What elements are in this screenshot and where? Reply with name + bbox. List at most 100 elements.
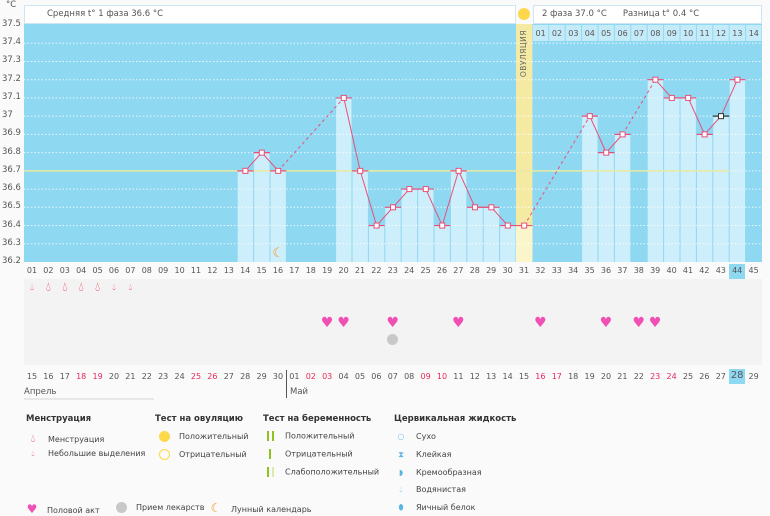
date-label[interactable]: 20 (600, 372, 612, 381)
date-label[interactable]: 29 (256, 372, 267, 381)
cycle-day-label[interactable]: 40 (666, 266, 677, 275)
cycle-day-label[interactable]: 08 (141, 266, 152, 275)
cycle-day-label[interactable]: 11 (190, 266, 202, 275)
cycle-day-label[interactable]: 36 (600, 266, 612, 275)
cycle-day-label[interactable]: 10 (174, 266, 185, 275)
date-label[interactable]: 06 (371, 372, 382, 381)
cycle-day-label[interactable]: 14 (240, 266, 251, 275)
cycle-day-label[interactable]: 17 (289, 266, 300, 275)
date-label[interactable]: 12 (469, 372, 480, 381)
date-label[interactable]: 21 (125, 372, 136, 381)
date-label[interactable]: 30 (272, 372, 284, 381)
date-label[interactable]: 25 (190, 372, 202, 381)
spotting-drop-icon[interactable]: 💧︎ (128, 283, 133, 293)
cycle-day-label[interactable]: 05 (92, 266, 103, 275)
heart-icon[interactable]: ♥ (452, 315, 465, 331)
date-label[interactable]: 16 (535, 372, 546, 381)
cycle-day-label[interactable]: 45 (748, 266, 759, 275)
cycle-day-label[interactable]: 04 (76, 266, 87, 275)
cycle-day-label[interactable]: 26 (436, 266, 448, 275)
spotting-drop-icon[interactable]: 💧︎ (112, 283, 116, 293)
cycle-day-label[interactable]: 39 (650, 266, 661, 275)
date-label[interactable]: 17 (59, 372, 70, 381)
cycle-day-label[interactable]: 30 (502, 266, 513, 275)
menstruation-drop-icon[interactable]: 💧︎ (94, 280, 101, 295)
spotting-drop-icon[interactable]: 💧︎ (30, 283, 34, 293)
cycle-day-label[interactable]: 06 (108, 266, 120, 275)
date-label[interactable]: 26 (699, 372, 710, 381)
date-label[interactable]: 01 (289, 372, 300, 381)
cycle-day-label[interactable]: 34 (568, 266, 579, 275)
date-label[interactable]: 18 (568, 372, 579, 381)
cycle-day-label[interactable]: 37 (617, 266, 628, 275)
heart-icon[interactable]: ♥ (386, 315, 400, 331)
date-label[interactable]: 15 (26, 372, 38, 381)
cycle-day-label[interactable]: 19 (322, 266, 333, 275)
cycle-day-label[interactable]: 21 (354, 266, 366, 275)
cycle-day-label[interactable]: 02 (43, 266, 54, 275)
cycle-day-label[interactable]: 38 (633, 266, 644, 275)
heart-icon[interactable]: ♥ (648, 315, 662, 331)
cycle-day-label[interactable]: 20 (338, 266, 349, 275)
date-label[interactable]: 05 (354, 372, 366, 381)
date-label[interactable]: 29 (748, 372, 759, 381)
date-label[interactable]: 15 (518, 372, 530, 381)
cycle-day-label[interactable]: 12 (207, 266, 218, 275)
date-label[interactable]: 18 (76, 372, 87, 381)
cycle-day-label[interactable]: 03 (59, 266, 70, 275)
cycle-day-label[interactable]: 13 (223, 266, 234, 275)
cycle-day-label[interactable]: 25 (420, 266, 431, 275)
cycle-day-label[interactable]: 29 (486, 266, 497, 275)
date-label[interactable]: 22 (141, 372, 152, 381)
cycle-day-label[interactable]: 24 (404, 266, 415, 275)
cycle-day-label[interactable]: 28 (469, 266, 480, 275)
date-label[interactable]: 14 (502, 372, 513, 381)
date-label[interactable]: 19 (92, 372, 103, 381)
heart-icon[interactable]: ♥ (599, 315, 613, 331)
menstruation-drop-icon[interactable]: 💧︎ (62, 280, 68, 295)
date-label[interactable]: 25 (682, 372, 694, 381)
cycle-day-label[interactable]: 07 (125, 266, 136, 275)
cycle-day-label[interactable]: 27 (453, 266, 464, 275)
heart-icon[interactable]: ♥ (337, 315, 350, 331)
cycle-day-label[interactable]: 23 (387, 266, 398, 275)
date-label[interactable]: 23 (650, 372, 661, 381)
date-label[interactable]: 27 (223, 372, 234, 381)
date-label[interactable]: 11 (453, 372, 464, 381)
cycle-day-label[interactable]: 09 (158, 266, 169, 275)
cycle-day-label[interactable]: 01 (26, 266, 38, 275)
date-label[interactable]: 17 (551, 372, 562, 381)
date-label[interactable]: 16 (43, 372, 54, 381)
cycle-day-label[interactable]: 35 (584, 266, 595, 275)
cycle-day-label[interactable]: 16 (272, 266, 284, 275)
cycle-day-label[interactable]: 18 (305, 266, 316, 275)
cycle-day-label[interactable]: 22 (371, 266, 382, 275)
date-label[interactable]: 24 (666, 372, 677, 381)
heart-icon[interactable]: ♥ (534, 315, 547, 331)
date-label[interactable]: 26 (207, 372, 218, 381)
pill-icon[interactable] (385, 334, 401, 347)
cycle-day-label[interactable]: 32 (535, 266, 546, 275)
cycle-day-label[interactable]: 15 (256, 266, 267, 275)
date-label[interactable]: 22 (633, 372, 644, 381)
date-label[interactable]: 03 (322, 372, 333, 381)
date-label[interactable]: 21 (617, 372, 628, 381)
cycle-day-label[interactable]: 44 (729, 264, 746, 279)
date-label[interactable]: 02 (305, 372, 316, 381)
date-label[interactable]: 28 (729, 369, 746, 384)
date-label[interactable]: 19 (584, 372, 595, 381)
cycle-day-label[interactable]: 41 (682, 266, 694, 275)
cycle-day-label[interactable]: 33 (551, 266, 562, 275)
date-label[interactable]: 07 (387, 372, 398, 381)
cycle-day-label[interactable]: 43 (715, 266, 726, 275)
date-label[interactable]: 10 (436, 372, 448, 381)
date-label[interactable]: 08 (404, 372, 415, 381)
date-label[interactable]: 24 (174, 372, 185, 381)
date-label[interactable]: 09 (420, 372, 431, 381)
date-label[interactable]: 04 (338, 372, 349, 381)
date-label[interactable]: 13 (486, 372, 497, 381)
date-label[interactable]: 23 (158, 372, 169, 381)
date-label[interactable]: 28 (240, 372, 251, 381)
cycle-day-label[interactable]: 31 (518, 266, 530, 275)
heart-icon[interactable]: ♥ (632, 315, 646, 331)
